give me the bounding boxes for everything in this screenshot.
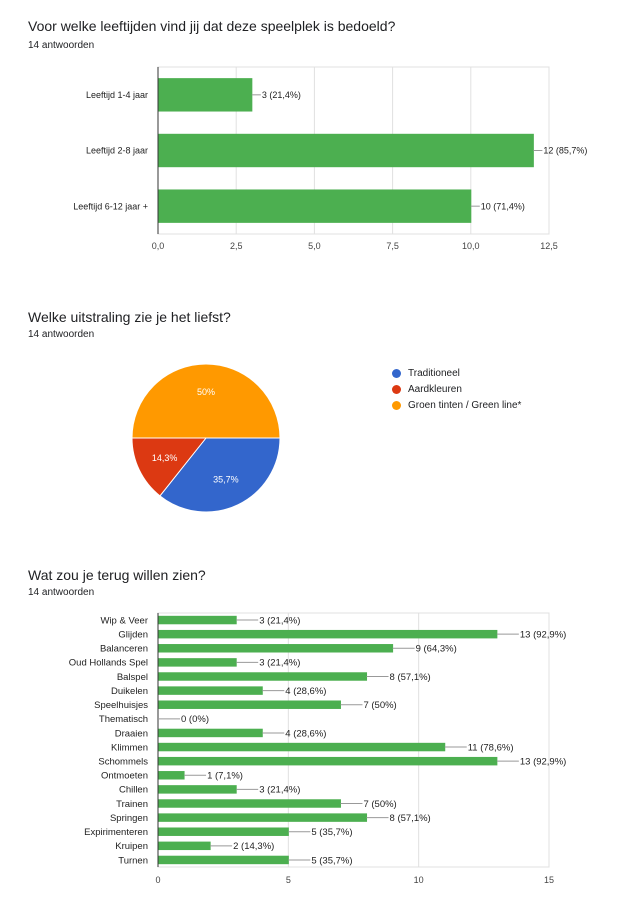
x-tick-label: 5,0 <box>308 241 321 251</box>
x-tick-label: 7,5 <box>386 241 399 251</box>
legend-item: Aardkleuren <box>392 381 521 397</box>
bar <box>158 658 237 667</box>
data-label: 3 (21,4%) <box>259 785 300 796</box>
x-tick-label: 15 <box>544 875 554 885</box>
x-tick-label: 10,0 <box>462 241 480 251</box>
x-tick-label: 0 <box>155 875 160 885</box>
data-label: 7 (50%) <box>363 700 396 711</box>
legend-item: Traditioneel <box>392 365 521 381</box>
data-label: 13 (92,9%) <box>520 629 566 640</box>
data-label: 1 (7,1%) <box>207 771 243 782</box>
data-label: 4 (28,6%) <box>285 728 326 739</box>
bar <box>158 742 446 752</box>
category-label: Leeftijd 6-12 jaar + <box>73 201 148 211</box>
category-label: Duikelen <box>111 686 148 697</box>
question-title: Welke uitstraling zie je het liefst? <box>28 309 231 325</box>
slice-label: 35,7% <box>213 474 239 484</box>
category-label: Klimmen <box>111 742 148 753</box>
category-label: Glijden <box>118 629 148 640</box>
bar-chart-wishes: 0 5 10 15 Wip & Veer 3 (21,4%) Glijden 13 (92,9… <box>69 612 566 885</box>
data-label: 8 (57,1%) <box>390 813 431 824</box>
x-tick-label: 12,5 <box>540 241 558 251</box>
data-label: 5 (35,7%) <box>311 827 352 838</box>
bar <box>158 644 394 653</box>
bar <box>158 133 534 168</box>
data-label: 8 (57,1%) <box>390 672 431 683</box>
legend-label: Aardkleuren <box>408 383 462 395</box>
legend-swatch-traditioneel <box>392 368 401 378</box>
bar <box>158 827 289 836</box>
x-tick-label: 10 <box>414 875 424 885</box>
slice-label: 50% <box>197 387 215 397</box>
pie-legend: Traditioneel Aardkleuren Groen tinten / … <box>392 365 521 413</box>
category-label: Balspel <box>117 672 148 683</box>
bar <box>158 700 341 709</box>
category-label: Speelhuisjes <box>94 700 148 711</box>
bar <box>158 855 289 865</box>
category-label: Expirimenteren <box>84 827 148 838</box>
pie-slice <box>131 363 281 439</box>
x-tick-label: 0,0 <box>152 241 165 251</box>
legend-label: Traditioneel <box>408 367 460 379</box>
data-label: 10 (71,4%) <box>481 201 525 211</box>
pie-slice <box>131 437 208 497</box>
data-label: 2 (14,3%) <box>233 841 274 852</box>
legend-swatch-aardkleuren <box>392 384 401 394</box>
category-label: Kruipen <box>115 841 148 852</box>
category-label: Balanceren <box>100 644 148 655</box>
data-label: 4 (28,6%) <box>285 686 326 697</box>
bar <box>158 672 368 681</box>
bar <box>158 785 237 794</box>
data-label: 0 (0%) <box>181 714 209 725</box>
slice-label: 14,3% <box>152 453 178 463</box>
pie-chart-look: 35,7% 14,3% 50% <box>131 363 281 513</box>
bar <box>158 813 368 822</box>
data-label: 12 (85,7%) <box>543 146 587 156</box>
bar <box>158 189 472 223</box>
data-label: 13 (92,9%) <box>520 756 566 767</box>
data-label: 7 (50%) <box>363 799 396 810</box>
pie-slice <box>159 437 281 513</box>
bar <box>158 629 498 639</box>
legend-swatch-groen <box>392 400 401 410</box>
category-label: Leeftijd 1-4 jaar <box>86 90 148 100</box>
category-label: Chillen <box>119 785 148 796</box>
question-title: Voor welke leeftijden vind jij dat deze … <box>28 18 396 34</box>
category-label: Trainen <box>116 799 148 810</box>
bar-chart-ages: 0,0 2,5 5,0 7,5 10,0 12,5 Leeftijd 1-4 jaar 3 (… <box>73 66 587 251</box>
legend-label: Groen tinten / Green line* <box>408 399 522 411</box>
data-label: 3 (21,4%) <box>259 658 300 669</box>
data-label: 3 (21,4%) <box>262 90 301 100</box>
response-count: 14 antwoorden <box>28 329 95 340</box>
x-tick-label: 5 <box>286 875 291 885</box>
response-count: 14 antwoorden <box>28 40 95 51</box>
category-label: Schommels <box>98 756 148 767</box>
bar <box>158 841 211 851</box>
data-label: 3 (21,4%) <box>259 615 300 626</box>
question-title: Wat zou je terug willen zien? <box>28 567 206 583</box>
data-label: 9 (64,3%) <box>416 644 457 655</box>
x-tick-label: 2,5 <box>230 241 243 251</box>
bar <box>158 686 263 695</box>
legend-item: Groen tinten / Green line* <box>392 397 521 413</box>
category-label: Ontmoeten <box>101 771 148 782</box>
bar <box>158 756 498 766</box>
category-label: Turnen <box>118 855 148 866</box>
category-label: Draaien <box>115 728 148 739</box>
bar <box>158 728 263 738</box>
category-label: Wip & Veer <box>100 615 148 626</box>
category-label: Springen <box>110 813 148 824</box>
bar <box>158 771 185 780</box>
bar <box>158 799 341 808</box>
bar <box>158 615 237 625</box>
category-label: Thematisch <box>99 714 148 725</box>
data-label: 11 (78,6%) <box>468 742 514 753</box>
response-count: 14 antwoorden <box>28 587 95 598</box>
bar <box>158 78 253 112</box>
data-label: 5 (35,7%) <box>311 855 352 866</box>
category-label: Oud Hollands Spel <box>69 658 148 669</box>
category-label: Leeftijd 2-8 jaar <box>86 146 148 156</box>
